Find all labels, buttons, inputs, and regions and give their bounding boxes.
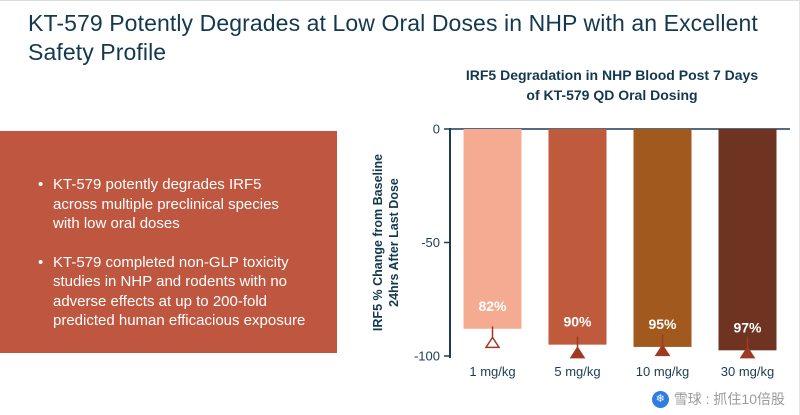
x-axis-label: 5 mg/kg: [554, 364, 600, 379]
bar-value-label: 97%: [733, 319, 762, 335]
x-axis-label: 1 mg/kg: [469, 364, 515, 379]
data-point-marker: [654, 343, 671, 357]
watermark-text: 雪球 : 抓住10倍股: [673, 391, 785, 407]
y-tick-label: -100: [414, 349, 440, 364]
watermark: ❄ 雪球 : 抓住10倍股: [651, 389, 785, 409]
x-axis-label: 10 mg/kg: [636, 364, 689, 379]
y-tick-label: 0: [433, 122, 440, 137]
data-point-marker: [484, 336, 501, 349]
key-points-panel: KT-579 potently degrades IRF5 across mul…: [0, 131, 337, 353]
data-point-marker: [569, 346, 586, 359]
bar: [633, 129, 692, 347]
bullet-item: KT-579 completed non-GLP toxicity studie…: [38, 253, 309, 331]
bar: [463, 129, 522, 329]
chart-title-line-1: IRF5 Degradation in NHP Blood Post 7 Day…: [465, 67, 759, 83]
page-title: KT-579 Potently Degrades at Low Oral Dos…: [28, 10, 758, 65]
bullet-item: KT-579 potently degrades IRF5 across mul…: [38, 175, 309, 234]
bar-value-label: 82%: [478, 298, 507, 314]
y-tick-label: -50: [421, 235, 440, 250]
bar-value-label: 95%: [648, 316, 677, 332]
data-point-marker: [739, 346, 756, 359]
x-axis-label: 30 mg/kg: [721, 364, 774, 379]
bullet-list: KT-579 potently degrades IRF5 across mul…: [38, 175, 309, 331]
bar-chart: 0 -50 -100 82% 1 mg/kg 90% 5 mg/kg 95% 10 mg/kg 9…: [371, 122, 790, 379]
chart-title-line-2: of KT-579 QD Oral Dosing: [526, 87, 698, 104]
y-axis-title: IRF5 % Change from Baseline 24hrs After L…: [371, 154, 401, 331]
bar: [548, 129, 607, 345]
xueqiu-logo-icon: ❄: [651, 390, 669, 408]
bar-value-label: 90%: [563, 314, 592, 330]
bar: [718, 129, 777, 351]
chart-title: IRF5 Degradation in NHP Blood Post 7 Day…: [412, 65, 800, 106]
